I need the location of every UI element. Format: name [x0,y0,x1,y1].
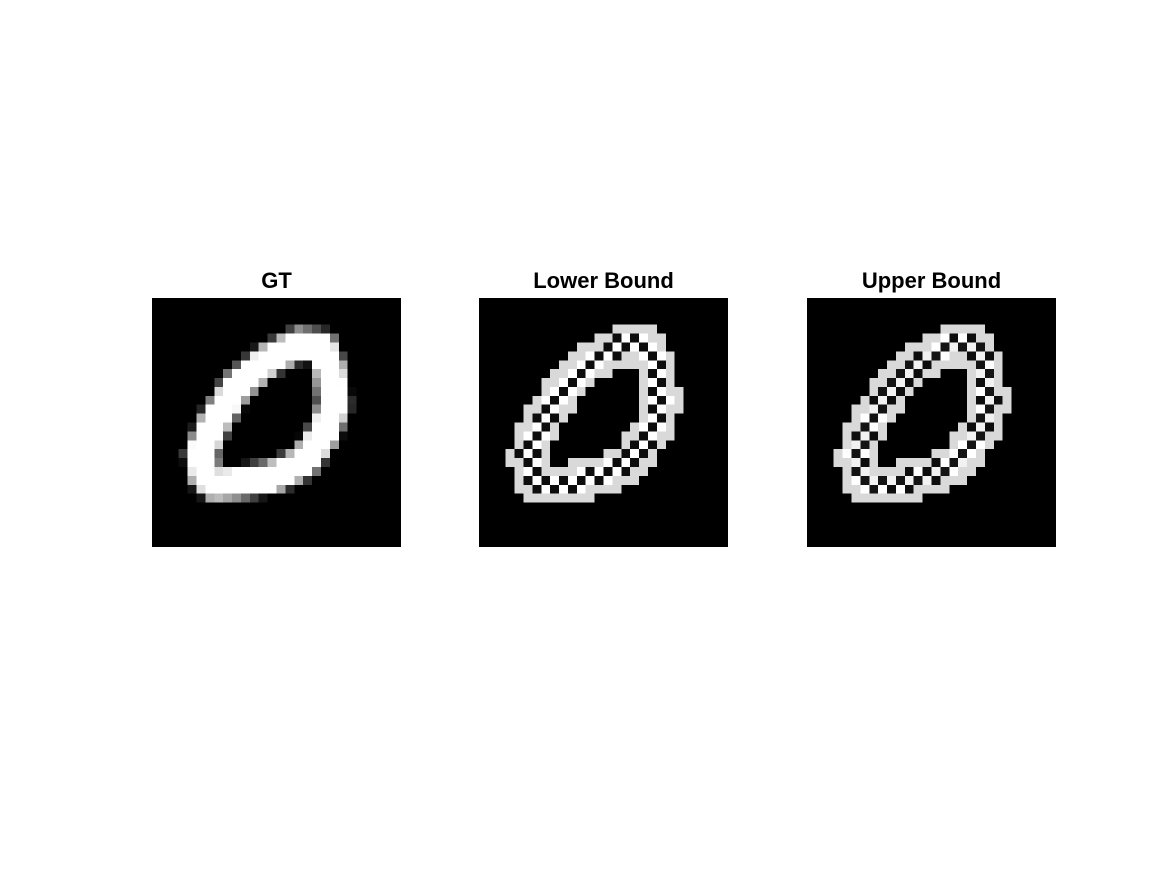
panel-title-gt: GT [261,268,292,293]
image-upper-bound [807,298,1056,547]
image-gt [152,298,401,547]
panel-title-upper-bound: Upper Bound [861,268,1002,293]
panel-title-lower-bound: Lower Bound [533,268,674,293]
image-lower-bound [479,298,728,547]
panel-lower-bound: Lower Bound [479,266,728,548]
panel-upper-bound: Upper Bound [807,266,1056,548]
panel-gt: GT [152,266,401,548]
